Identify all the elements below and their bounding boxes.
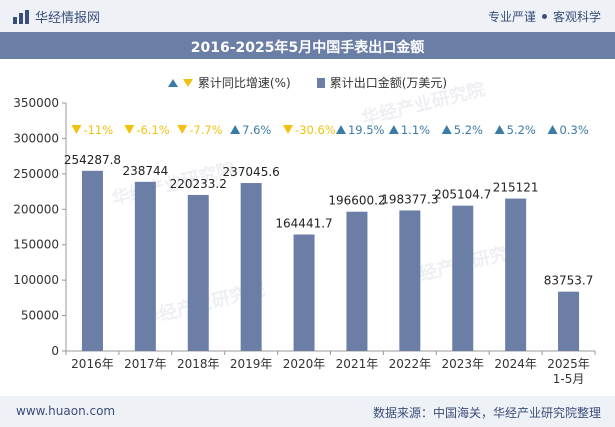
x-tick-label: 2020年: [283, 357, 326, 371]
growth-label: -7.7%: [189, 123, 222, 137]
bar-value-label: 164441.7: [275, 216, 332, 230]
brand: 华经情报网: [12, 7, 100, 26]
bar: [187, 194, 209, 351]
y-tick-label: 250000: [13, 167, 59, 181]
legend-item-growth: 累计同比增速(%): [167, 74, 291, 91]
logo-icon: [13, 9, 29, 24]
footer-source: 数据来源：中国海关，华经产业研究院整理: [372, 406, 601, 420]
growth-up-marker: [230, 125, 241, 134]
x-tick-label: 2021年: [336, 357, 379, 371]
chart-canvas: 0 50000 100000 150000 200000 250000 300000 3500…: [13, 96, 596, 386]
growth-up-marker: [388, 125, 399, 134]
growth-label: 5.2%: [454, 123, 483, 137]
x-tick-label: 2016年: [71, 357, 114, 371]
bar-value-label: 198377.3: [381, 192, 438, 206]
bar-value-label: 254287.8: [64, 153, 121, 167]
growth-up-marker: [335, 125, 346, 134]
tag-objective: 客观科学: [552, 10, 601, 24]
bar: [240, 183, 262, 351]
header-tags: 专业严谨 客观科学: [488, 8, 601, 25]
footer-bar: www.huaon.com 数据来源：中国海关，华经产业研究院整理: [0, 396, 615, 427]
bar-value-label: 215121: [493, 181, 539, 195]
legend-item-export: 累计出口金额(万美元): [316, 74, 448, 91]
y-tick-label: 0: [51, 344, 59, 358]
chart-legend: 累计同比增速(%) 累计出口金额(万美元): [0, 74, 615, 91]
growth-label: 1.1%: [401, 123, 430, 137]
y-tick-label: 150000: [13, 238, 59, 252]
growth-up-marker: [441, 125, 452, 134]
x-tick-label: 2022年: [389, 357, 432, 371]
growth-label: -6.1%: [136, 123, 169, 137]
dot-separator: [541, 14, 547, 19]
legend-label-export: 累计出口金额(万美元): [329, 76, 448, 90]
y-tick-label: 100000: [13, 273, 59, 287]
tag-professional: 专业严谨: [487, 10, 536, 24]
bar-value-label: 205104.7: [434, 188, 491, 202]
growth-label: 7.6%: [242, 123, 271, 137]
growth-down-marker: [71, 125, 82, 134]
bar-value-label: 196600.2: [328, 194, 385, 208]
title-bar: 2016-2025年5月中国手表出口金额: [0, 32, 615, 59]
bar: [293, 234, 315, 351]
bar: [452, 205, 474, 351]
growth-down-marker: [283, 125, 294, 134]
bar: [399, 210, 421, 351]
bar: [558, 291, 580, 351]
x-tick-label: 2019年: [230, 357, 273, 371]
footer-website: www.huaon.com: [16, 404, 116, 418]
growth-down-marker: [177, 125, 188, 134]
bar-value-label: 83753.7: [544, 274, 594, 288]
header-bar: 华经情报网 专业严谨 客观科学: [0, 0, 615, 32]
growth-label: 19.5%: [348, 123, 385, 137]
bar-value-label: 238744: [122, 164, 168, 178]
growth-label: 0.3%: [560, 123, 589, 137]
brand-name: 华经情报网: [35, 11, 101, 26]
y-tick-label: 300000: [13, 131, 59, 145]
growth-label: 5.2%: [507, 123, 536, 137]
bar: [505, 198, 527, 351]
y-tick-label: 200000: [13, 202, 59, 216]
x-tick-label: 2025年: [547, 357, 590, 371]
legend-label-growth: 累计同比增速(%): [197, 76, 291, 90]
x-tick-label: 2018年: [177, 357, 220, 371]
y-tick-label: 350000: [13, 96, 59, 110]
x-tick-label: 2017年: [124, 357, 167, 371]
bar-swatch-icon: [316, 77, 325, 88]
bar: [134, 181, 156, 351]
chart-title: 2016-2025年5月中国手表出口金额: [190, 40, 425, 56]
x-tick-label: 2024年: [494, 357, 537, 371]
bar: [346, 211, 368, 351]
growth-up-marker: [547, 125, 558, 134]
bar-value-label: 237045.6: [223, 165, 280, 179]
y-tick-label: 50000: [21, 309, 59, 323]
growth-label: -30.6%: [295, 123, 336, 137]
bar-value-label: 220233.2: [170, 177, 227, 191]
bar: [81, 170, 103, 351]
growth-up-marker: [494, 125, 505, 134]
triangle-up-icon: [167, 78, 178, 87]
growth-down-marker: [124, 125, 135, 134]
triangle-down-icon: [182, 78, 193, 87]
growth-label: -11%: [83, 123, 113, 137]
x-tick-label: 1-5月: [553, 372, 585, 386]
x-tick-label: 2023年: [441, 357, 484, 371]
